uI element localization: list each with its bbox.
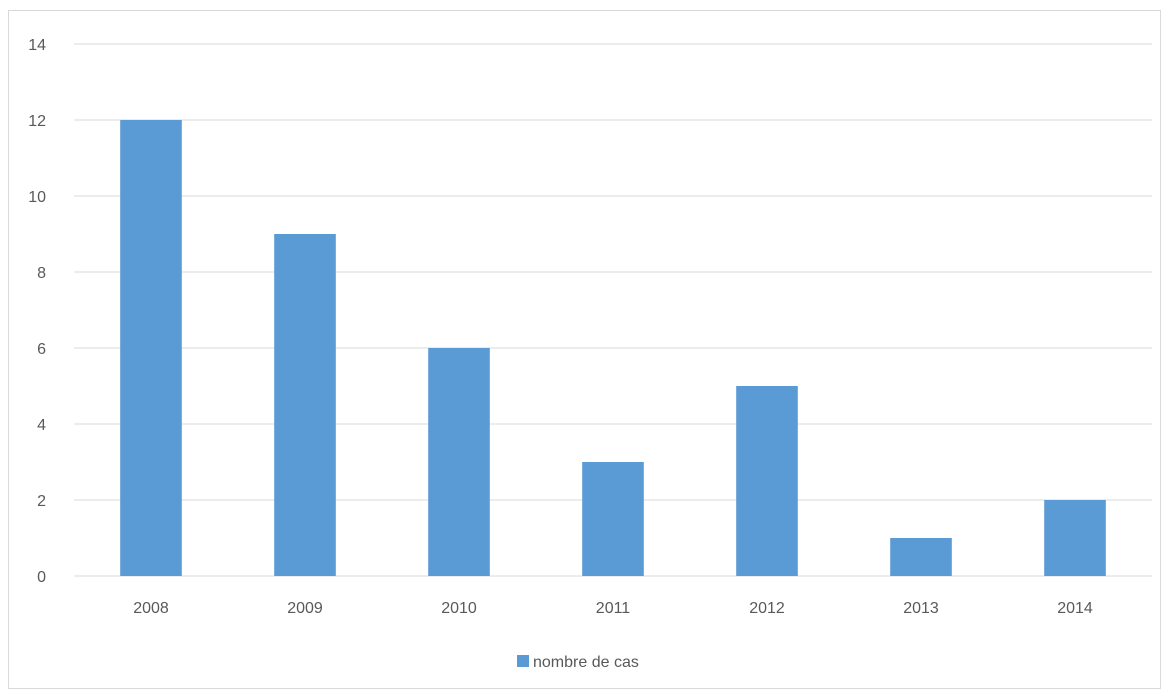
legend-swatch-nombre-de-cas [517, 655, 529, 667]
x-tick-label-2011: 2011 [596, 600, 631, 617]
legend: nombre de cas [517, 654, 639, 671]
y-tick-label: 10 [28, 189, 46, 206]
bar-2009 [274, 234, 336, 576]
bar-2014 [1044, 500, 1106, 576]
bar-2012 [736, 386, 798, 576]
bar-2011 [582, 462, 644, 576]
y-tick-label: 12 [28, 113, 46, 130]
x-tick-label-2010: 2010 [441, 600, 477, 617]
legend-label-nombre-de-cas: nombre de cas [533, 654, 639, 671]
bar-2013 [890, 538, 952, 576]
y-axis-tick-labels: 0 2 4 6 8 10 12 14 [28, 37, 46, 586]
y-tick-label: 8 [37, 265, 46, 282]
x-tick-label-2012: 2012 [749, 600, 785, 617]
x-tick-label-2014: 2014 [1057, 600, 1093, 617]
bar-2010 [428, 348, 490, 576]
bars [120, 120, 1106, 576]
bar-2008 [120, 120, 182, 576]
x-tick-label-2009: 2009 [287, 600, 323, 617]
y-tick-label: 4 [37, 417, 46, 434]
gridlines [74, 43, 1152, 577]
x-tick-label-2013: 2013 [903, 600, 939, 617]
y-tick-label: 14 [28, 37, 46, 54]
y-tick-label: 6 [37, 341, 46, 358]
x-axis-tick-labels: 2008 2009 2010 2011 2012 2013 2014 [133, 600, 1093, 617]
x-tick-label-2008: 2008 [133, 600, 169, 617]
y-tick-label: 0 [37, 569, 46, 586]
y-tick-label: 2 [37, 493, 46, 510]
